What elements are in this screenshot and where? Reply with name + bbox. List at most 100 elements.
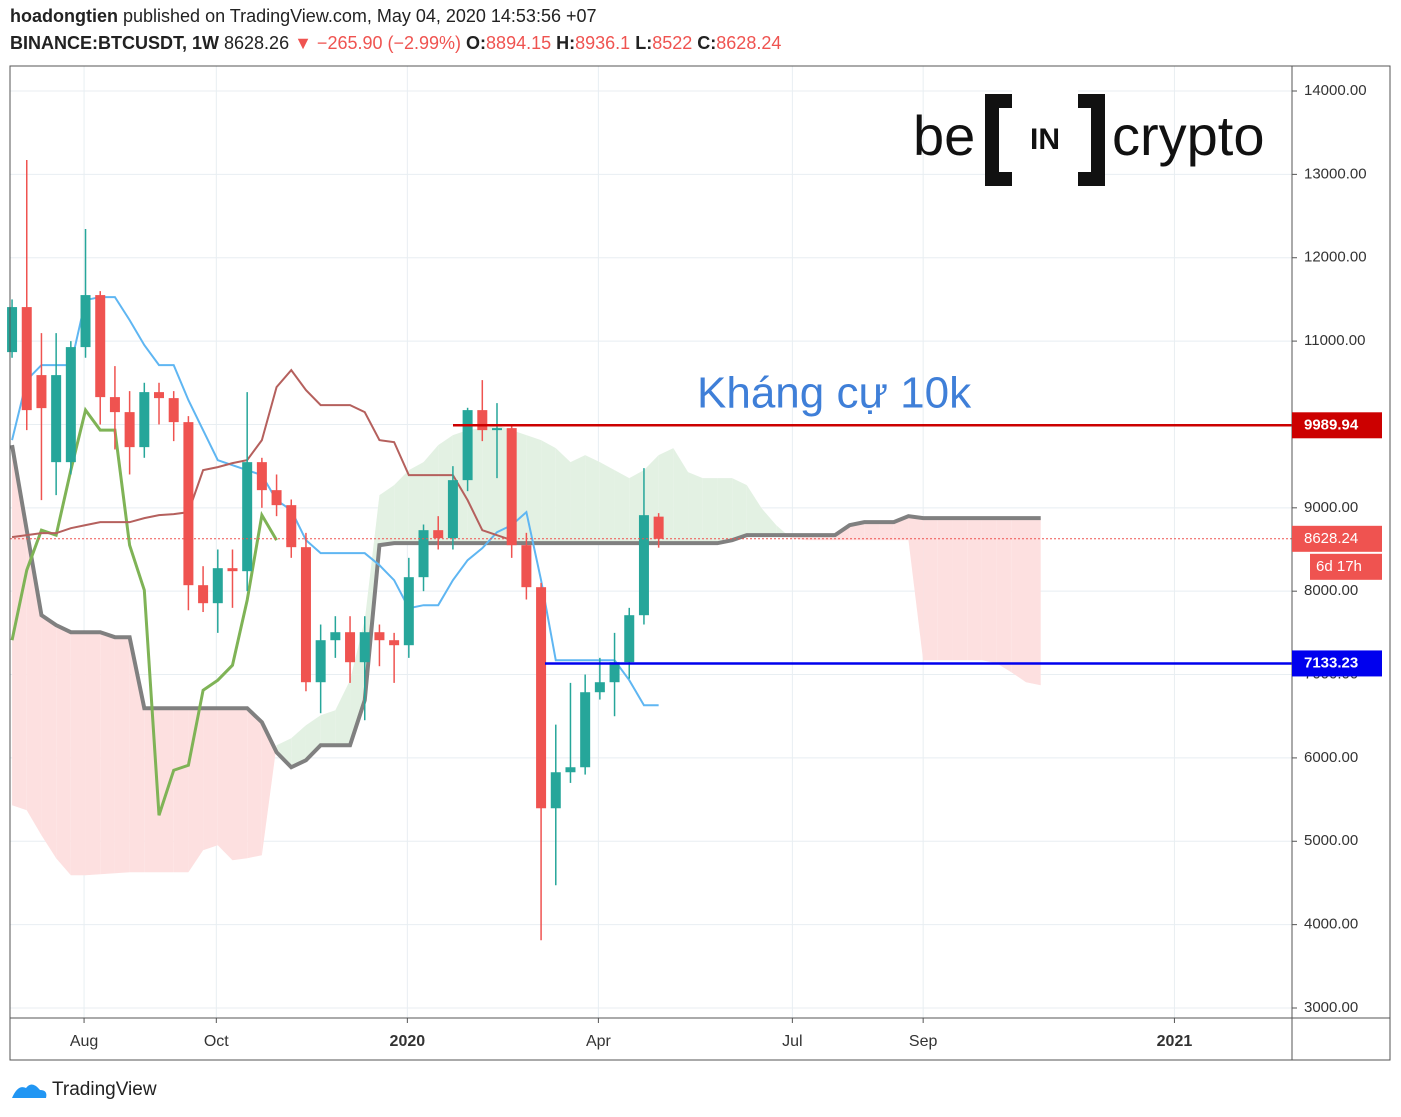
price-label-box <box>1292 525 1382 552</box>
x-tick-label: Aug <box>70 1033 98 1050</box>
candle-body <box>168 398 179 423</box>
cloud-segment <box>41 615 57 859</box>
cloud-segment <box>1011 518 1027 683</box>
candle-body <box>345 632 356 663</box>
logo-text: crypto <box>1112 104 1265 167</box>
cloud-segment <box>276 738 292 768</box>
y-tick-label: 13000.00 <box>1304 165 1367 182</box>
cloud-segment <box>820 535 835 541</box>
ohlc-label: H: <box>556 33 576 53</box>
cloud-segment <box>599 462 615 544</box>
published: published on TradingView.com, May 04, 20… <box>123 6 597 26</box>
header-line: BINANCE:BTCUSDT, 1W 8628.26 ▼ −265.90 (−… <box>10 33 781 54</box>
logo-text: IN <box>1030 123 1060 156</box>
logo: be IN crypto <box>913 90 1265 190</box>
span-b-line <box>10 444 1041 770</box>
y-tick-label: 3000.00 <box>1304 999 1358 1016</box>
y-tick-label: 14000.00 <box>1304 82 1367 99</box>
candle-body <box>65 347 76 463</box>
level-label-box <box>1292 412 1382 439</box>
candle-body <box>80 295 91 348</box>
cloud-segment <box>438 435 453 544</box>
candle-body <box>477 410 488 431</box>
cloud-segment <box>614 470 630 544</box>
cloud-segment <box>261 722 277 856</box>
y-tick-label: 5000.00 <box>1304 832 1358 849</box>
cloud-segment <box>908 516 924 661</box>
cloud-segment <box>350 620 365 746</box>
cloud-segment <box>967 518 982 661</box>
candle-body <box>109 397 120 413</box>
cloud-segment <box>452 430 468 544</box>
logo-bracket <box>985 94 1105 186</box>
cloud-segment <box>114 637 130 874</box>
candle-body <box>550 772 561 809</box>
indicator-line <box>10 406 278 816</box>
cloud-segment <box>144 708 160 873</box>
header-line: hoadongtien published on TradingView.com… <box>10 6 597 27</box>
cloud-segment <box>805 535 821 541</box>
ohlc-value: 8522 <box>652 33 693 53</box>
cloud-segment <box>482 425 497 544</box>
candle-body <box>183 422 194 586</box>
cloud-segment <box>981 518 997 664</box>
candle-body <box>51 375 62 463</box>
cloud-segment <box>394 470 409 544</box>
candle-body <box>154 392 165 399</box>
logo-gap <box>1012 90 1078 190</box>
cloud-segment <box>56 625 71 876</box>
cloud-segment <box>717 478 733 544</box>
x-tick-label: Sep <box>909 1033 938 1050</box>
cloud-segment <box>217 708 233 861</box>
logo-text: be <box>913 104 975 167</box>
indicator-line <box>11 296 659 707</box>
candle-body <box>506 428 517 546</box>
cloud-segment <box>335 680 351 746</box>
y-tick-label: 11000.00 <box>1304 332 1365 349</box>
candle-body <box>462 410 473 481</box>
candle-body <box>212 568 223 604</box>
candle-body <box>374 632 385 641</box>
candle-body <box>403 577 414 646</box>
candle-body <box>653 516 664 539</box>
footer-logo: TradingView <box>12 1079 157 1100</box>
candle-body <box>491 428 502 431</box>
candle-body <box>359 632 370 663</box>
change: ▼ −265.90 (−2.99%) <box>294 33 462 53</box>
candle-body <box>315 640 326 683</box>
candle-body <box>7 307 18 353</box>
symbol: BINANCE:BTCUSDT, 1W <box>10 33 219 53</box>
x-tick-label: 2020 <box>390 1033 426 1050</box>
last: 8628.26 <box>224 33 290 53</box>
ohlc-label: L: <box>635 33 653 53</box>
x-tick-label: Jul <box>782 1033 802 1050</box>
candle-body <box>36 375 47 409</box>
cloud-segment <box>364 495 380 701</box>
candle-body <box>418 530 429 578</box>
cloud-segment <box>203 708 218 851</box>
cloud-segment <box>849 522 865 541</box>
price-label: 8628.24 <box>1304 530 1358 547</box>
cloud-segment <box>12 445 27 811</box>
candle-body <box>286 505 297 548</box>
candle-body <box>198 585 209 604</box>
author: hoadongtien <box>10 6 118 26</box>
cloud-segment <box>776 525 791 539</box>
x-tick-label: Oct <box>204 1033 229 1050</box>
ohlc-label: C: <box>697 33 717 53</box>
candle-body <box>565 767 576 773</box>
x-tick-label: 2021 <box>1157 1033 1193 1050</box>
annotation: Kháng cự 10k <box>697 369 972 418</box>
candle-body <box>389 640 400 646</box>
brand-icon <box>12 1084 47 1098</box>
candle-body <box>433 530 444 539</box>
candle-body <box>95 295 106 398</box>
cloud-segment <box>423 445 439 544</box>
candle-body <box>536 587 547 809</box>
y-tick-label: 9000.00 <box>1304 499 1358 516</box>
countdown: 6d 17h <box>1316 558 1362 575</box>
cloud-segment <box>26 530 42 836</box>
cloud-segment <box>643 455 659 544</box>
candle-body <box>580 692 591 768</box>
